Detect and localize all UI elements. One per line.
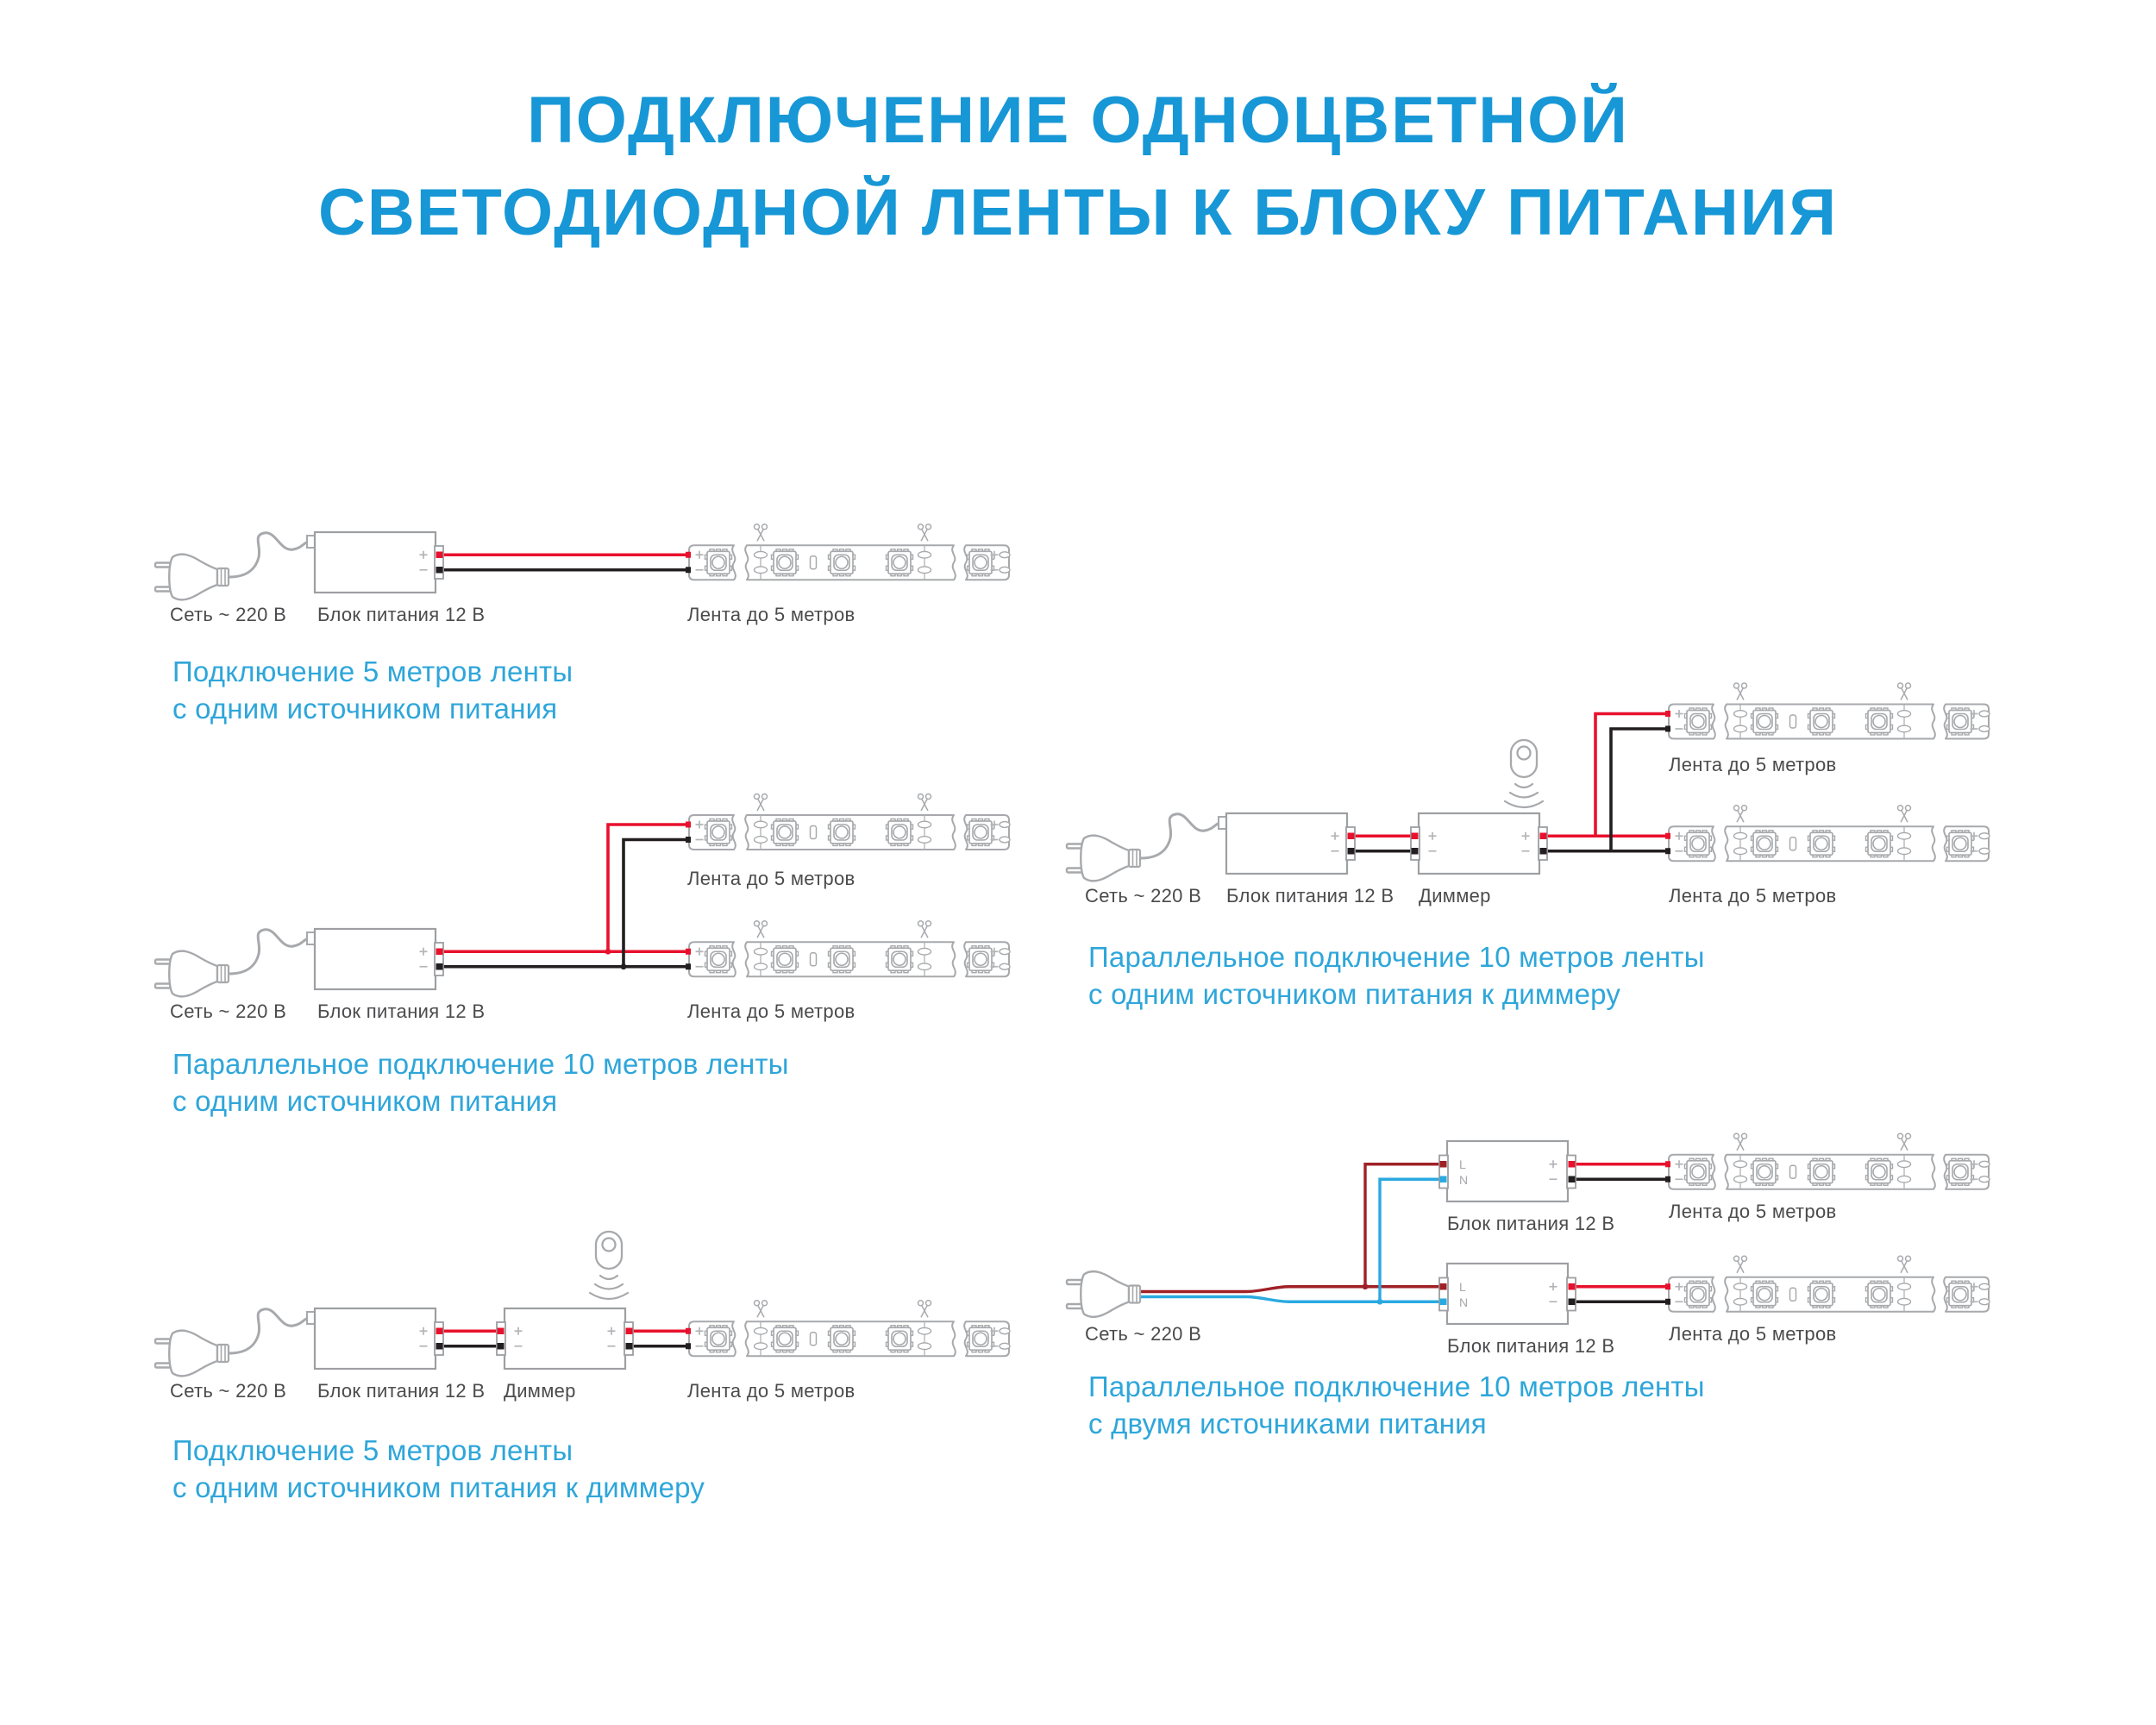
led-strip — [686, 794, 1010, 850]
mains-plug — [1065, 834, 1142, 882]
label-psu: Блок питания 12 В — [317, 1000, 486, 1022]
label-strip: Лента до 5 метров — [1669, 1201, 1837, 1222]
remote-control-icon — [594, 1230, 624, 1270]
terminal-neutral-label: N — [1459, 1295, 1468, 1309]
label-mains: Сеть ~ 220 В — [170, 1000, 287, 1022]
label-psu: Блок питания 12 В — [1447, 1335, 1615, 1357]
page-title: ПОДКЛЮЧЕНИЕ ОДНОЦВЕТНОЙ СВЕТОДИОДНОЙ ЛЕН… — [0, 74, 2156, 259]
label-mains: Сеть ~ 220 В — [1085, 1323, 1202, 1345]
caption-diagram-1: Подключение 5 метров ленты с одним источ… — [172, 653, 573, 727]
power-cord — [229, 531, 309, 579]
led-strip — [1665, 806, 1990, 862]
terminal-live-label: L — [1459, 1280, 1466, 1294]
dimmer-box — [503, 1307, 627, 1371]
wire-negative — [442, 837, 688, 969]
dimmer-box — [1417, 812, 1541, 875]
led-strip — [686, 524, 1010, 580]
wire-positive — [1575, 1162, 1668, 1289]
label-strip: Лента до 5 метров — [687, 1000, 856, 1022]
signal-waves-icon — [588, 1274, 630, 1301]
label-mains: Сеть ~ 220 В — [1085, 885, 1202, 906]
label-strip: Лента до 5 метров — [687, 868, 856, 889]
caption-line: Параллельное подключение 10 метров ленты — [172, 1048, 789, 1080]
label-strip: Лента до 5 метров — [687, 604, 856, 625]
label-mains: Сеть ~ 220 В — [170, 604, 287, 625]
label-mains: Сеть ~ 220 В — [170, 1380, 287, 1402]
label-psu: Блок питания 12 В — [317, 604, 486, 625]
power-cord — [229, 1308, 309, 1355]
wire-live — [1140, 1163, 1439, 1294]
terminal-neutral-label: N — [1459, 1173, 1468, 1187]
diagram-dimmer-5m — [154, 1230, 1010, 1377]
label-strip: Лента до 5 метров — [1669, 1323, 1837, 1345]
label-strip: Лента до 5 метров — [1669, 754, 1837, 775]
caption-line: Подключение 5 метров ленты — [172, 656, 573, 687]
power-supply-unit — [313, 1307, 437, 1371]
diagram-two-psu-10m: L N L N — [1065, 1133, 1990, 1326]
label-dimmer: Диммер — [504, 1380, 576, 1402]
caption-line: Параллельное подключение 10 метров ленты — [1088, 941, 1705, 973]
power-supply-unit — [1445, 1262, 1570, 1326]
power-cord — [1140, 812, 1220, 860]
label-strip: Лента до 5 метров — [687, 1380, 856, 1402]
terminal-live-label: L — [1459, 1157, 1466, 1171]
caption-diagram-5: Параллельное подключение 10 метров ленты… — [1088, 1368, 1705, 1442]
power-supply-unit — [313, 530, 437, 594]
led-strip — [1665, 683, 1990, 739]
wire-positive — [442, 823, 688, 954]
diagram-simple-5m — [154, 524, 1010, 601]
caption-line: Подключение 5 метров ленты — [172, 1434, 573, 1466]
wire-positive — [1354, 712, 1668, 838]
led-strip — [686, 1301, 1010, 1357]
caption-diagram-3: Подключение 5 метров ленты с одним источ… — [172, 1432, 705, 1506]
wire-negative — [1575, 1177, 1668, 1304]
power-cord — [229, 928, 309, 975]
caption-line: с одним источником питания — [172, 1085, 558, 1117]
caption-line: с одним источником питания к диммеру — [172, 1471, 705, 1503]
label-psu: Блок питания 12 В — [1226, 885, 1395, 906]
wire-negative — [1354, 727, 1668, 853]
label-dimmer: Диммер — [1419, 885, 1491, 906]
label-strip: Лента до 5 метров — [1669, 885, 1837, 906]
caption-diagram-2: Параллельное подключение 10 метров ленты… — [172, 1045, 789, 1120]
page-title-line2: СВЕТОДИОДНОЙ ЛЕНТЫ К БЛОКУ ПИТАНИЯ — [318, 176, 1838, 249]
mains-plug — [154, 1329, 230, 1377]
mains-plug — [154, 553, 230, 601]
led-strip — [1665, 1256, 1990, 1312]
wire-neutral — [1140, 1177, 1439, 1303]
caption-line: с одним источником питания — [172, 693, 558, 724]
caption-line: с двумя источниками питания — [1088, 1408, 1487, 1440]
power-supply-unit — [1445, 1139, 1570, 1203]
led-strip — [1665, 1133, 1990, 1189]
label-psu: Блок питания 12 В — [317, 1380, 486, 1402]
page-title-line1: ПОДКЛЮЧЕНИЕ ОДНОЦВЕТНОЙ — [527, 84, 1629, 157]
power-supply-unit — [1225, 812, 1349, 875]
diagram-parallel-10m — [154, 794, 1010, 998]
remote-control-icon — [1509, 738, 1539, 779]
caption-diagram-4: Параллельное подключение 10 метров ленты… — [1088, 938, 1705, 1013]
mains-plug — [1065, 1270, 1142, 1319]
power-supply-unit — [313, 927, 437, 991]
signal-waves-icon — [1503, 782, 1545, 809]
led-strip — [686, 921, 1010, 977]
mains-plug — [154, 950, 230, 998]
diagram-dimmer-parallel-10m — [1065, 683, 1990, 882]
caption-line: с одним источником питания к диммеру — [1088, 978, 1621, 1010]
caption-line: Параллельное подключение 10 метров ленты — [1088, 1371, 1705, 1402]
label-psu: Блок питания 12 В — [1447, 1213, 1615, 1234]
